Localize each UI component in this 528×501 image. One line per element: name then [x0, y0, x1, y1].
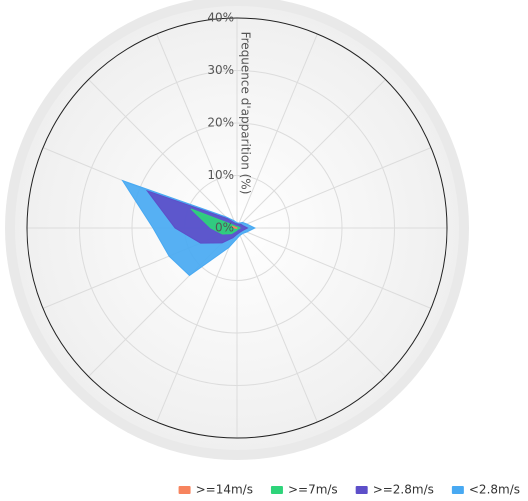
- legend-swatch: [270, 486, 283, 494]
- spoke: [236, 227, 432, 309]
- spoke: [236, 79, 386, 229]
- legend-item[interactable]: >=2.8m/s: [355, 483, 434, 497]
- y-tick-label: 40%: [207, 11, 234, 25]
- spoke: [88, 79, 238, 229]
- spoke: [236, 147, 432, 229]
- spoke: [156, 33, 238, 229]
- legend-swatch: [178, 486, 191, 494]
- legend-label: >=7m/s: [288, 483, 338, 497]
- spoke: [236, 227, 386, 377]
- legend-item[interactable]: >=14m/s: [178, 483, 253, 497]
- spoke: [156, 227, 238, 423]
- legend-label: <2.8m/s: [469, 483, 520, 497]
- outer-axis: [26, 17, 448, 439]
- legend-swatch: [355, 486, 368, 494]
- legend-label: >=2.8m/s: [373, 483, 434, 497]
- y-tick-label: 30%: [207, 63, 234, 77]
- y-tick-label: 20%: [207, 116, 234, 130]
- legend-swatch: [451, 486, 464, 494]
- legend-label: >=14m/s: [196, 483, 253, 497]
- area: [231, 225, 238, 229]
- y-axis-title: Frequence d'apparition (%): [239, 32, 253, 195]
- legend-item[interactable]: >=7m/s: [270, 483, 338, 497]
- spoke: [236, 227, 318, 423]
- area: [190, 208, 242, 235]
- spoke: [236, 33, 318, 229]
- legend-item[interactable]: <2.8m/s: [451, 483, 520, 497]
- y-tick-label: 0%: [215, 221, 234, 235]
- y-tick-label: 10%: [207, 168, 234, 182]
